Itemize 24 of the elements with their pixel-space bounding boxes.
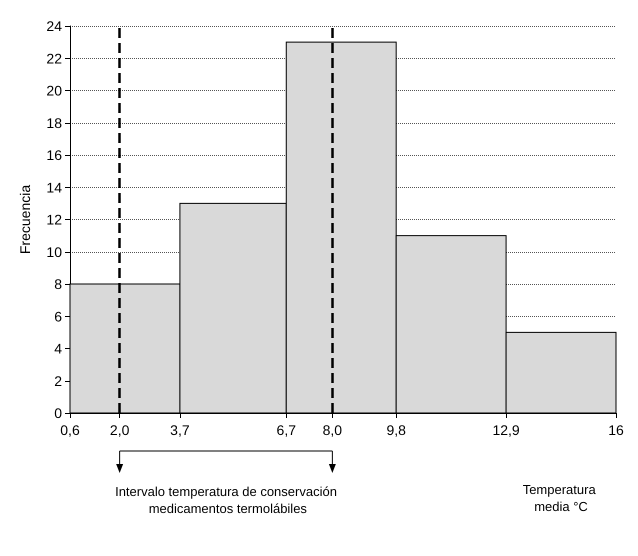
y-tick-label: 16 [46,147,62,163]
x-tick-label: 12,9 [492,422,520,438]
y-tick-label: 4 [54,340,62,356]
text: Intervalo temperatura de conservación medicamentos termolábiles [115,484,337,516]
y-tick-label: 24 [46,18,62,34]
x-tick-label: 9,8 [386,422,406,438]
y-tick-label: 6 [54,308,62,324]
y-tick-label: 14 [46,179,62,196]
x-tick-label: 16 [608,422,624,438]
y-tick-label: 22 [46,50,62,66]
y-tick-label: 18 [46,114,62,131]
y-tick-label: 0 [54,405,62,421]
y-tick-label: 10 [46,244,62,260]
x-tick-label: 0,6 [60,422,80,438]
x-tick-label: 6,7 [276,422,296,438]
y-tick-label: 8 [54,276,62,292]
x-tick-label: 2,0 [110,422,130,438]
y-tick-label: 12 [46,212,62,228]
y-tick-label: 2 [54,372,62,389]
y-axis-title: Frecuencia [17,184,33,254]
x-tick-label: 3,7 [170,422,190,438]
x-axis-title: Temperatura media °C [522,482,600,514]
y-tick-label: 20 [46,82,62,98]
x-tick-label: 8,0 [322,422,342,438]
